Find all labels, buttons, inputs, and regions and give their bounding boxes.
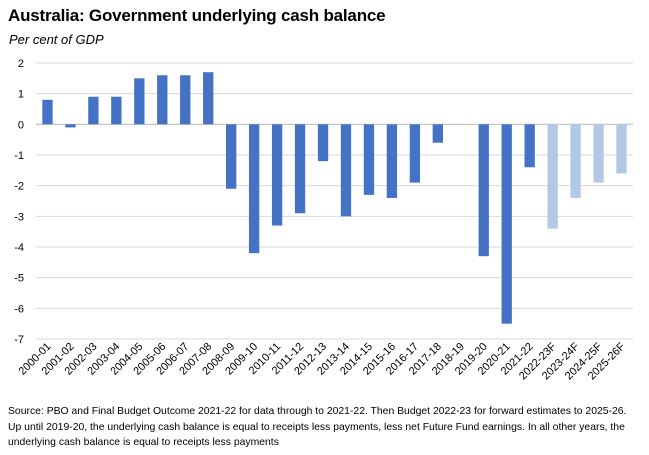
y-tick-label: -3	[14, 211, 24, 223]
bar-2021-22	[524, 124, 535, 168]
bar-2004-05	[134, 78, 145, 125]
bar-2006-07	[180, 75, 191, 125]
bar-2023-24F	[570, 124, 581, 198]
bar-2020-21	[501, 124, 512, 324]
y-tick-label: -2	[14, 181, 24, 193]
y-axis-ticks: 2 1 0 -1 -2 -3 -4 -5 -6 -7	[14, 58, 24, 346]
bar-2010-11	[271, 124, 283, 226]
bar-2001-02	[65, 124, 76, 128]
gridlines	[36, 62, 633, 340]
bar-2024-25F	[593, 124, 604, 183]
bar-2002-03	[88, 96, 99, 125]
bar-2014-15	[363, 124, 375, 195]
y-tick-label: 2	[18, 58, 24, 70]
y-tick-label: -7	[14, 334, 24, 346]
y-tick-label: 0	[18, 119, 24, 131]
bar-2011-12	[294, 124, 306, 214]
bar-2012-13	[317, 124, 329, 162]
y-tick-label: -6	[14, 303, 24, 315]
y-tick-label: -1	[14, 150, 24, 162]
bar-2022-23F	[547, 124, 558, 229]
bar-2025-26F	[616, 124, 627, 174]
bar-chart: 2 1 0 -1 -2 -3 -4 -5 -6 -7 2000-012001-022002-032…	[14, 58, 633, 382]
bar-2008-09	[226, 124, 237, 189]
bar-2013-14	[340, 124, 352, 217]
bars	[42, 72, 627, 324]
bar-2015-16	[386, 124, 398, 198]
bar-2016-17	[409, 124, 421, 183]
bar-2019-20	[478, 124, 489, 257]
y-tick-label: 1	[18, 89, 24, 101]
source-note: Source: PBO and Final Budget Outcome 202…	[8, 406, 627, 448]
chart-title: Australia: Government underlying cash ba…	[8, 6, 386, 25]
bar-2007-08	[203, 72, 214, 125]
bar-2005-06	[157, 75, 168, 125]
x-axis-ticks: 2000-012001-022002-032003-042004-052005-…	[17, 340, 628, 382]
y-tick-label: -4	[14, 242, 24, 254]
bar-2000-01	[42, 99, 53, 125]
bar-2009-10	[248, 124, 260, 254]
bar-2003-04	[111, 96, 122, 125]
chart-subtitle: Per cent of GDP	[9, 32, 104, 47]
y-tick-label: -5	[14, 273, 24, 285]
bar-2017-18	[432, 124, 443, 143]
